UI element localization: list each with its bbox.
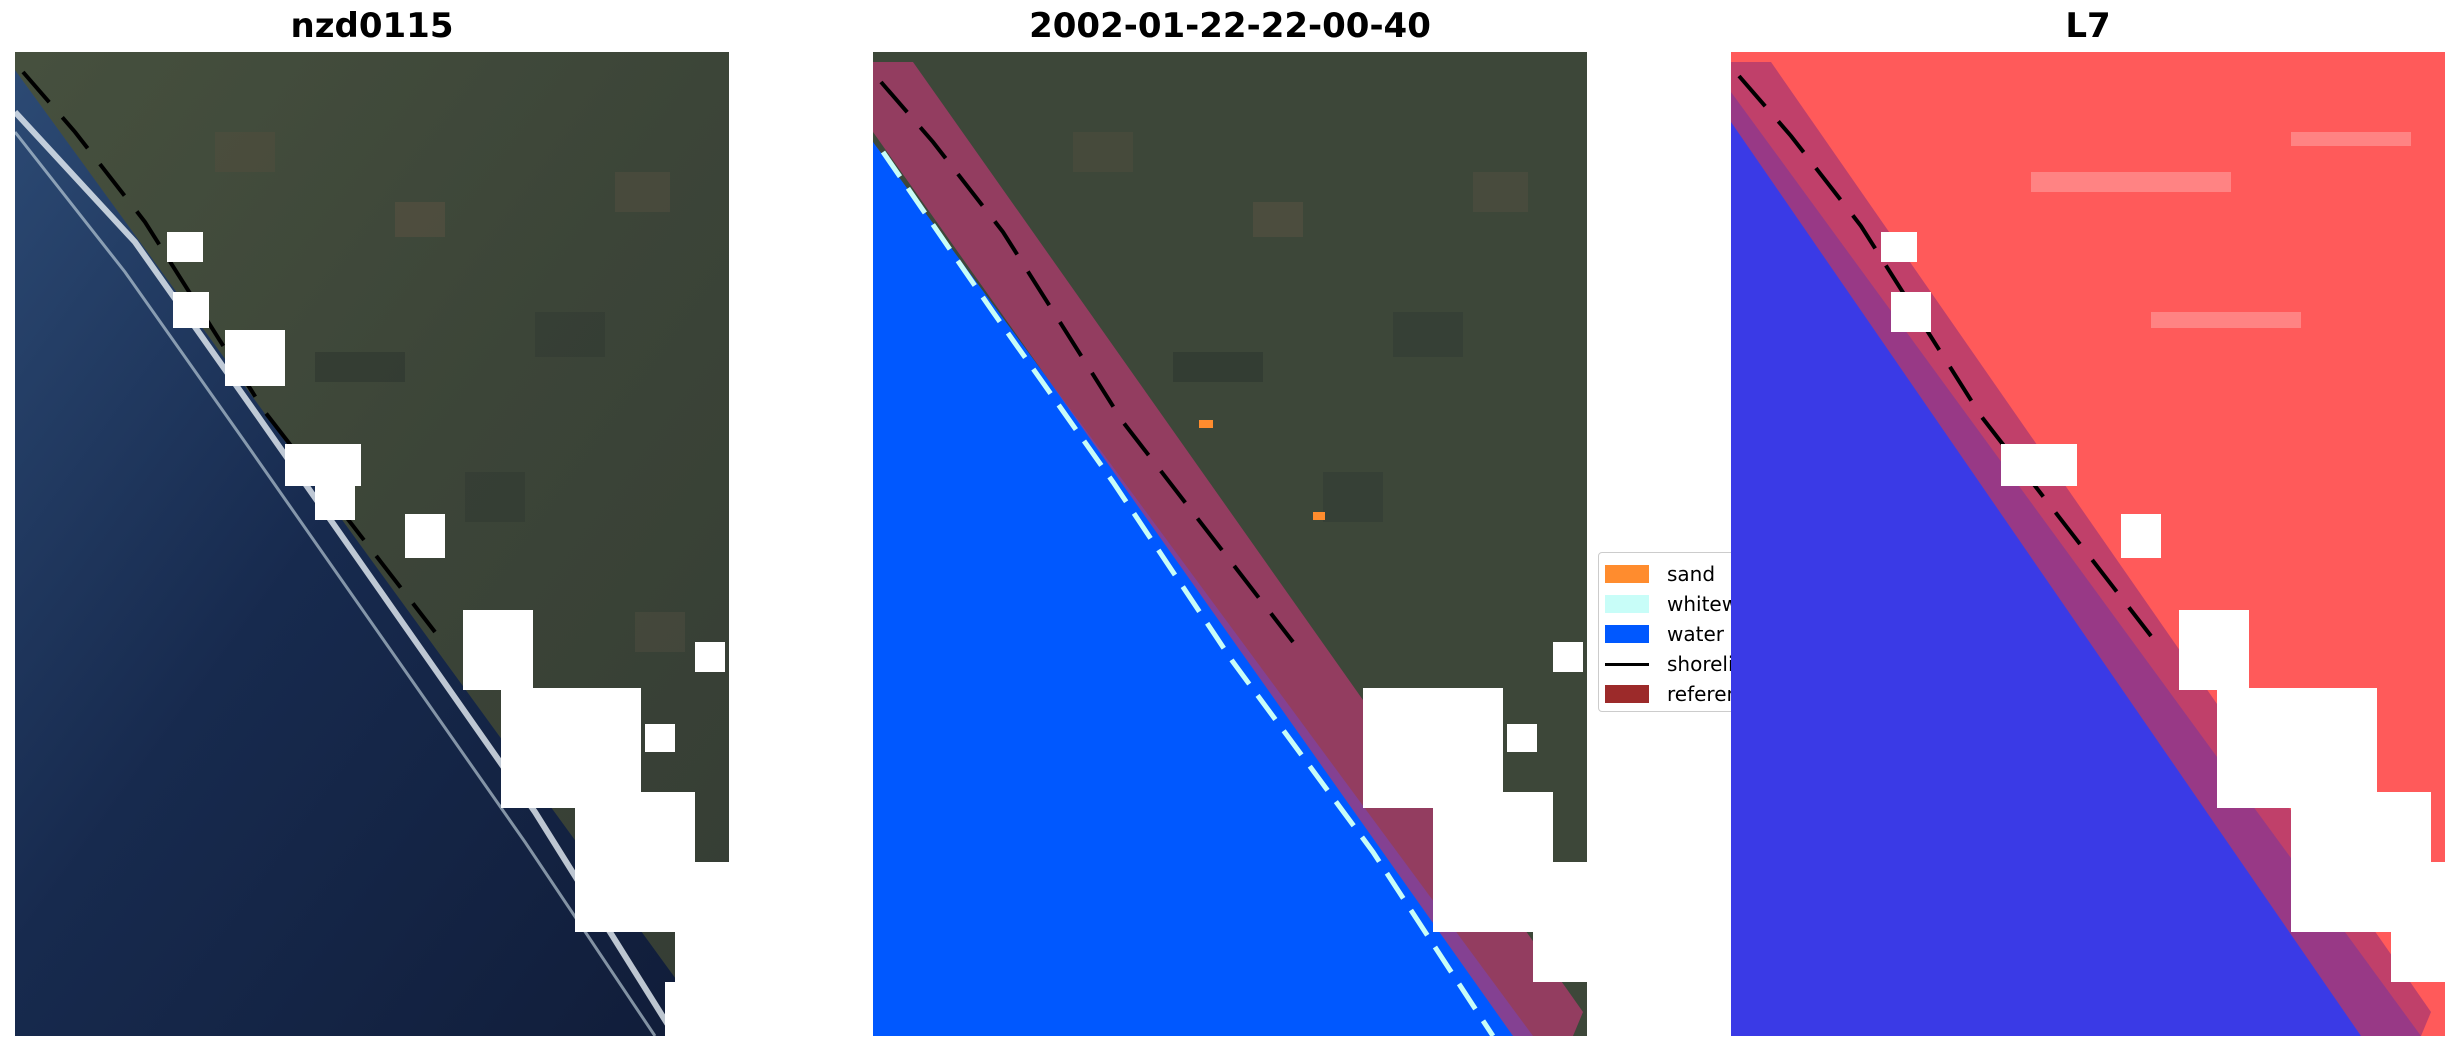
reference-swatch	[1605, 685, 1649, 703]
cloud-mask	[1363, 642, 1587, 982]
panel-title-classified: 2002-01-22-22-00-40	[1029, 6, 1431, 46]
index-texture	[2031, 132, 2411, 328]
cloud-mask	[167, 232, 729, 1036]
legend-item-sand: sand	[1605, 559, 1797, 589]
classified-image	[873, 52, 1587, 1036]
rgb-satellite-image	[15, 52, 729, 1036]
legend-label: water	[1667, 622, 1724, 646]
legend-label: sand	[1667, 562, 1716, 586]
panel-title-rgb: nzd0115	[290, 6, 454, 46]
shoreline-line	[1737, 74, 2153, 638]
whitewater-class	[880, 150, 1496, 1036]
field-patches	[215, 132, 685, 652]
surf-line	[15, 131, 657, 1036]
shoreline-swatch	[1605, 662, 1649, 666]
whitewater-swatch	[1605, 595, 1649, 613]
legend-item-water: water	[1605, 619, 1797, 649]
index-image	[1731, 52, 2445, 1036]
shoreline-line	[879, 80, 1295, 644]
sand-class	[1199, 420, 1325, 520]
water-swatch	[1605, 625, 1649, 643]
panel-title-index: L7	[2065, 6, 2111, 46]
field-patches	[1073, 132, 1528, 522]
sand-swatch	[1605, 565, 1649, 583]
cloud-mask	[1881, 232, 2445, 982]
